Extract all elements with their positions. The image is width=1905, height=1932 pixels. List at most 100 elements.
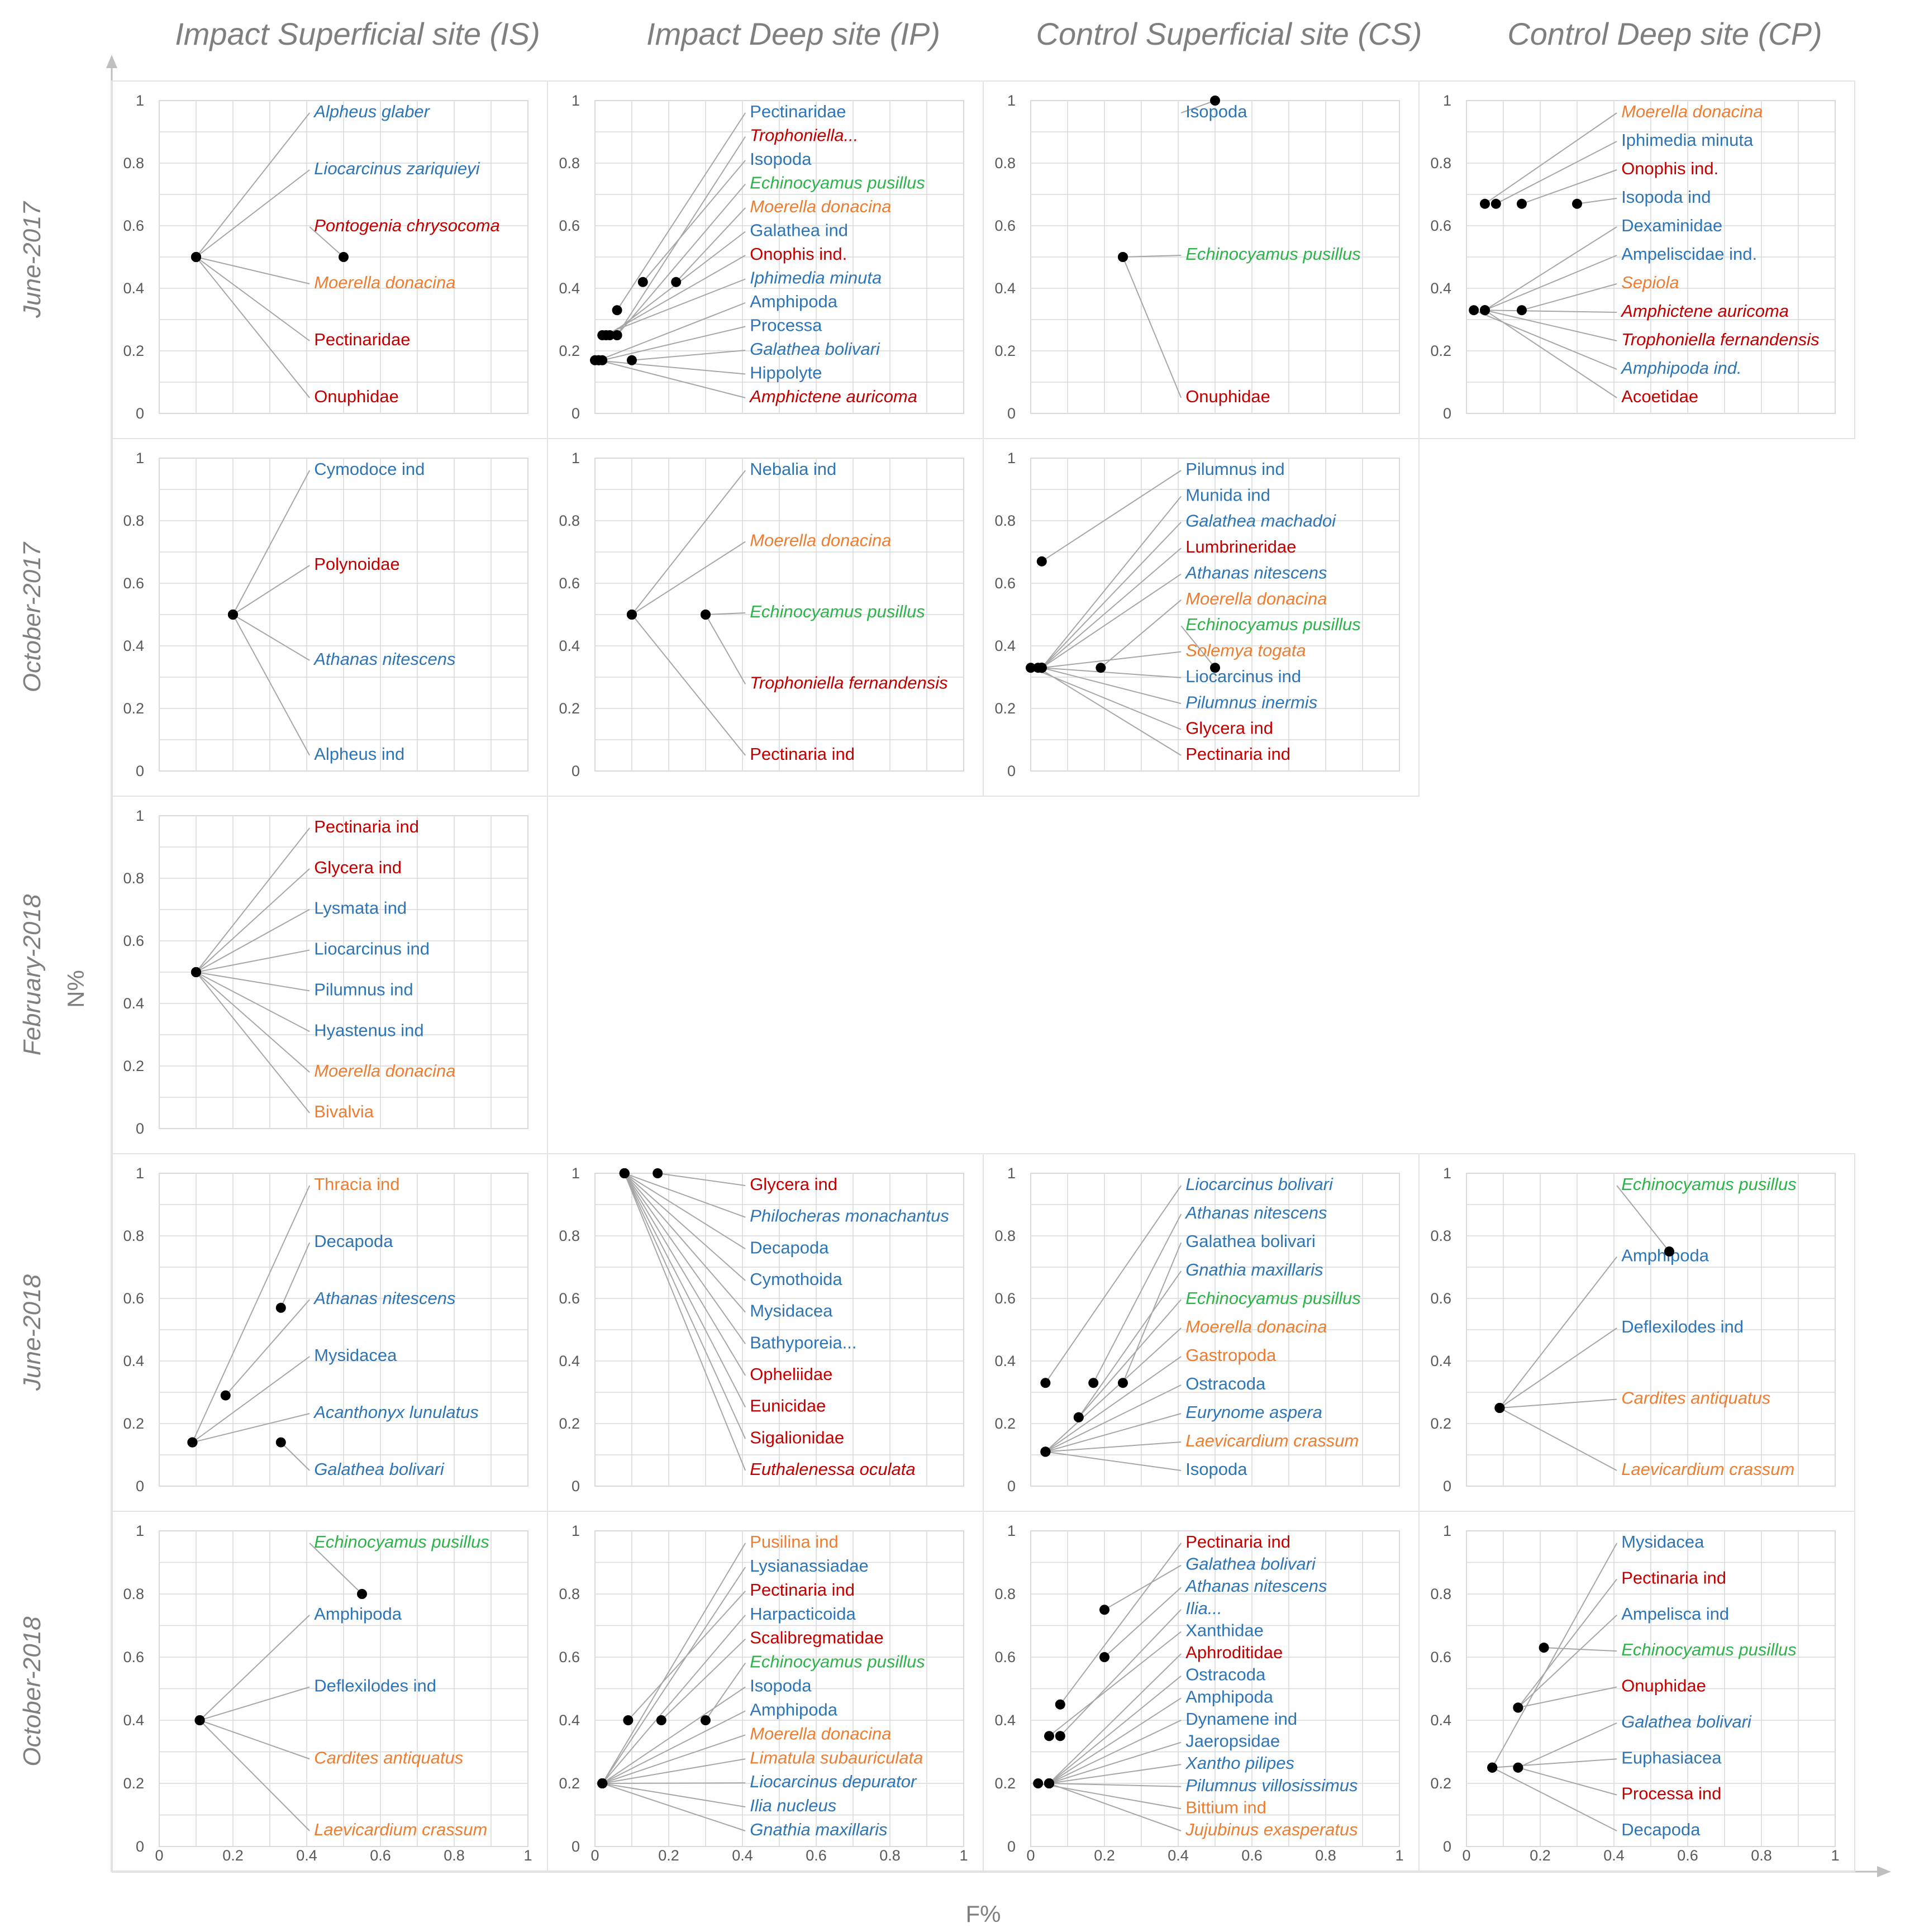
y-tick-label: 0.8: [559, 1227, 580, 1244]
panel-october-2018-control-superficial-site-cs: 0 0.2 0.4 0.6 0.8 1 0 0.2 0.4 0.6 0.8 1 Pectinaria i…: [983, 1511, 1420, 1872]
data-label-cardites-antiquatus: Cardites antiquatus: [314, 1748, 463, 1767]
y-tick-label: 1: [572, 450, 580, 467]
data-point-onophis-ind: [1517, 198, 1527, 209]
leader-line: [199, 1686, 310, 1721]
leader-line: [1518, 1767, 1617, 1796]
leader-line: [196, 949, 310, 973]
data-point-moerella-donacina: [671, 277, 682, 287]
leader-line: [196, 972, 310, 1032]
leader-line: [602, 278, 746, 336]
data-label-liocarcinus-ind: Liocarcinus ind: [1185, 667, 1301, 686]
leader-line: [616, 183, 746, 336]
y-tick-label: 0: [1007, 1478, 1016, 1495]
leader-line: [606, 255, 746, 336]
leader-line: [623, 1173, 746, 1408]
panel-june-2017-impact-deep-site-ip: 0 0.2 0.4 0.6 0.8 1 Pectinaridae Trophoniella..…: [547, 80, 984, 439]
panel-october-2018-control-deep-site-cp: 0 0.2 0.4 0.6 0.8 1 0 0.2 0.4 0.6 0.8 1 Mysidacea Pec…: [1418, 1511, 1855, 1872]
x-tick-label: 0.8: [879, 1847, 901, 1864]
y-tick-label: 0.2: [123, 1415, 144, 1432]
row-label-june-2017: June-2017: [18, 201, 46, 318]
y-tick-label: 0.8: [123, 870, 144, 887]
data-point-athanas-nitescens: [220, 1390, 231, 1401]
leader-line: [624, 1173, 746, 1281]
data-label-decapoda: Decapoda: [1621, 1820, 1701, 1839]
leader-line: [1517, 1722, 1617, 1768]
data-label-moerella-donacina: Moerella donacina: [1185, 1317, 1327, 1336]
data-label-amphipoda: Amphipoda: [1185, 1687, 1274, 1706]
y-axis-arrow-icon: [106, 55, 117, 68]
panel-october-2018-impact-superficial-site-is: 0 0.2 0.4 0.6 0.8 1 0 0.2 0.4 0.6 0.8 1 Echinocyamus…: [111, 1511, 548, 1872]
y-tick-label: 0.4: [123, 637, 144, 654]
row-label-october-2018: October-2018: [18, 1616, 46, 1767]
leader-line: [1045, 1413, 1182, 1453]
data-label-galathea-bolivari: Galathea bolivari: [1621, 1712, 1752, 1731]
data-label-galathea-bolivari: Galathea bolivari: [1185, 1231, 1316, 1251]
leader-line: [1544, 1647, 1617, 1652]
data-point-ilia: [1055, 1731, 1065, 1741]
y-tick-label: 0.8: [994, 155, 1016, 172]
leader-line: [602, 1615, 746, 1784]
data-label-isopoda: Isopoda: [750, 1676, 812, 1696]
panel-june-2018-impact-superficial-site-is: 0 0.2 0.4 0.6 0.8 1 Thracia ind Decapoda Athanas…: [111, 1153, 548, 1512]
data-point-decapoda: [1487, 1762, 1498, 1773]
data-label-onophis-ind: Onophis ind.: [1621, 159, 1718, 178]
leader-line: [1041, 651, 1182, 669]
y-tick-label: 0: [1443, 1838, 1451, 1855]
y-tick-label: 0.6: [994, 1649, 1016, 1665]
data-point-pectinaridae: [612, 305, 622, 316]
panel-cell-border: [1418, 1511, 1855, 1872]
y-tick-label: 0: [572, 763, 580, 779]
y-tick-label: 0.6: [994, 1290, 1016, 1307]
data-label-mysidacea: Mysidacea: [1621, 1532, 1704, 1552]
leader-line: [623, 1173, 746, 1471]
y-tick-label: 1: [136, 1522, 144, 1539]
data-label-euthalenessa-oculata: Euthalenessa oculata: [750, 1459, 915, 1479]
data-label-pilumnus-ind: Pilumnus ind: [1185, 459, 1284, 479]
data-point-glycera-ind: [1026, 663, 1036, 673]
leader-line: [602, 1543, 746, 1784]
leader-line: [196, 972, 310, 1073]
y-tick-label: 0.2: [559, 1415, 580, 1432]
data-label-eunicidae: Eunicidae: [750, 1396, 826, 1416]
panel-october-2017-impact-deep-site-ip: 0 0.2 0.4 0.6 0.8 1 Nebalia ind Moerella donaci…: [547, 438, 984, 797]
leader-line: [631, 541, 746, 615]
leader-line: [624, 1173, 746, 1250]
data-label-eurynome-aspera: Eurynome aspera: [1185, 1402, 1322, 1422]
data-point-echinocyamus-pusillus: [612, 330, 622, 340]
leader-line: [594, 359, 746, 375]
data-point-athanas-nitescens: [1099, 1652, 1109, 1662]
leader-line: [624, 1173, 746, 1313]
data-label-athanas-nitescens: Athanas nitescens: [1184, 563, 1327, 582]
leader-line: [1049, 1697, 1182, 1784]
y-tick-label: 1: [136, 450, 144, 467]
y-tick-label: 0.4: [123, 280, 144, 297]
leader-line: [232, 614, 311, 756]
leader-line: [1484, 112, 1617, 204]
leader-line: [705, 614, 746, 684]
leader-line: [1045, 1451, 1182, 1471]
leader-line: [1122, 256, 1182, 398]
data-label-amphipoda-ind: Amphipoda ind.: [1620, 358, 1741, 378]
leader-line: [631, 350, 746, 361]
data-point-galathea-bolivari: [1099, 1605, 1109, 1615]
y-tick-label: 1: [136, 92, 144, 109]
y-tick-label: 0.6: [1430, 1290, 1451, 1307]
data-label-deflexilodes-ind: Deflexilodes ind: [314, 1676, 436, 1696]
leader-line: [199, 1720, 310, 1760]
leader-line: [1492, 1758, 1617, 1768]
y-tick-label: 0.2: [559, 342, 580, 359]
data-label-echinocyamus-pusillus: Echinocyamus pusillus: [1185, 615, 1361, 634]
data-label-liocarcinus-bolivari: Liocarcinus bolivari: [1185, 1174, 1333, 1194]
data-label-iphimedia-minuta: Iphimedia minuta: [750, 268, 882, 288]
data-point-gnathia-maxillaris: [597, 1778, 608, 1788]
y-tick-label: 1: [572, 1165, 580, 1182]
y-tick-label: 0: [136, 1120, 144, 1137]
data-label-hyastenus-ind: Hyastenus ind: [314, 1020, 423, 1040]
leader-line: [602, 1758, 746, 1784]
y-tick-label: 0: [1007, 405, 1016, 422]
data-point-echinocyamus-pusillus: [1664, 1246, 1674, 1257]
leader-line: [192, 1413, 310, 1443]
column-header-control-deep-site-cp: Control Deep site (CP): [1507, 16, 1822, 51]
y-tick-label: 0: [1443, 1478, 1451, 1495]
data-label-amphipoda: Amphipoda: [750, 1700, 838, 1719]
